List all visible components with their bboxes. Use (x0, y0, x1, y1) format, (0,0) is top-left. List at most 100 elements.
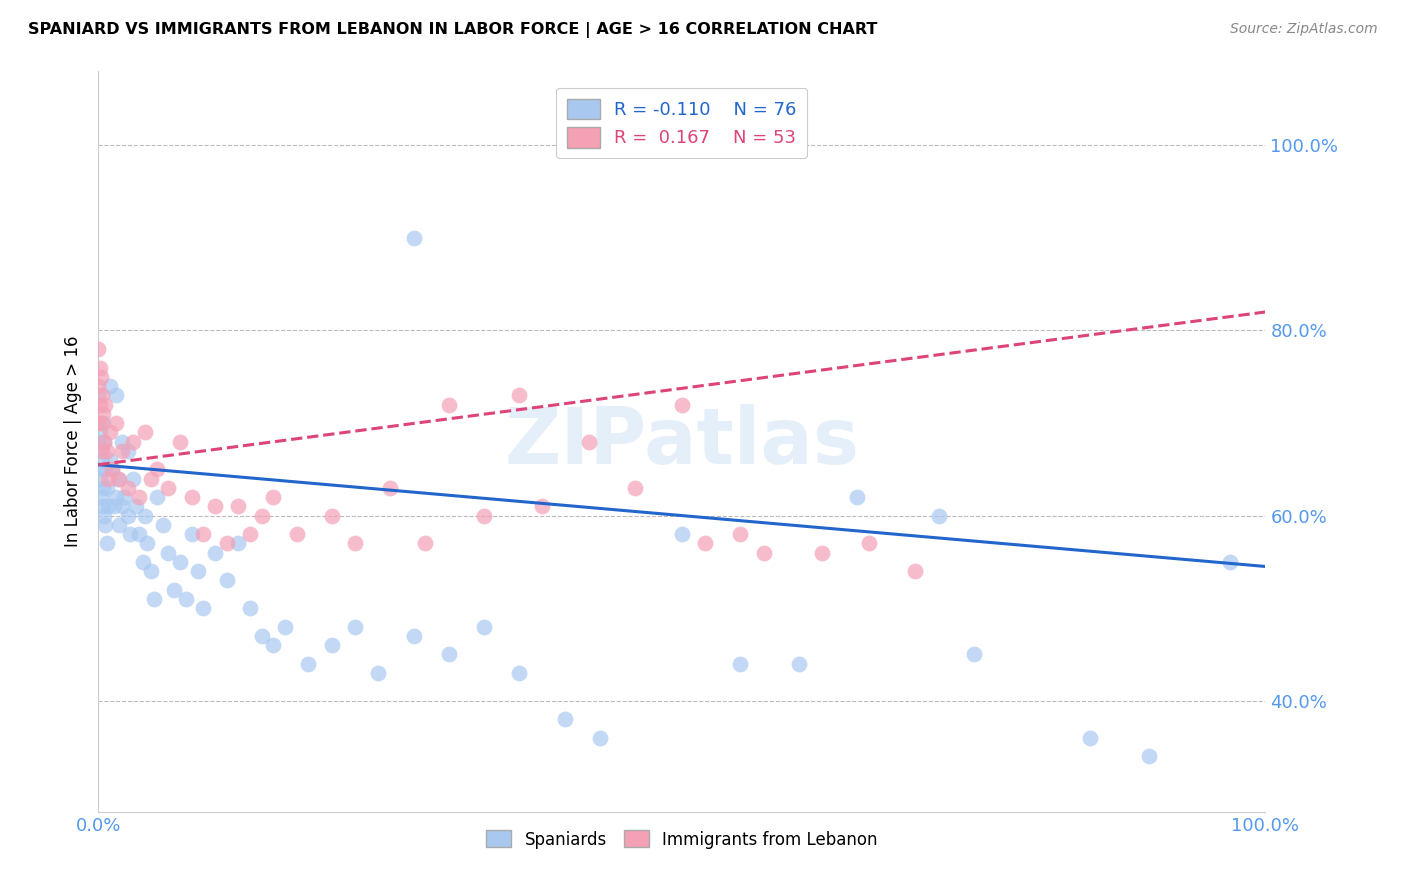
Point (96, 536, 118, 550)
Point (787, 657, 810, 671)
Point (962, 648, 984, 662)
Point (136, 536, 159, 550)
Point (169, 434, 191, 449)
Point (87, 462, 110, 476)
Point (90, 416, 112, 430)
Point (112, 490, 135, 504)
Point (250, 508, 273, 523)
Point (437, 648, 460, 662)
Point (204, 500, 226, 514)
Point (111, 443, 134, 458)
Point (90, 453, 112, 467)
Point (215, 536, 238, 550)
Point (122, 434, 145, 449)
Point (402, 231, 425, 245)
Point (90, 369, 112, 384)
Point (344, 620, 367, 634)
Point (93, 434, 115, 449)
Point (730, 527, 752, 541)
Point (262, 638, 284, 652)
Point (111, 434, 134, 449)
Point (125, 500, 148, 514)
Point (90, 490, 112, 504)
Point (1219, 555, 1241, 569)
Point (98, 379, 121, 393)
Point (87, 416, 110, 430)
Point (730, 657, 752, 671)
Point (589, 731, 612, 745)
Point (163, 582, 186, 597)
Point (101, 462, 124, 476)
Point (695, 536, 717, 550)
Point (193, 601, 215, 615)
Point (117, 481, 139, 495)
Point (101, 462, 124, 476)
Point (93, 434, 115, 449)
Point (108, 517, 131, 532)
Point (94, 462, 117, 476)
Point (367, 665, 389, 680)
Point (578, 434, 600, 449)
Point (87, 434, 110, 449)
Point (96, 481, 118, 495)
Point (93, 508, 115, 523)
Point (508, 388, 530, 402)
Point (228, 536, 250, 550)
Point (91, 416, 114, 430)
Text: SPANIARD VS IMMIGRANTS FROM LEBANON IN LABOR FORCE | AGE > 16 CORRELATION CHART: SPANIARD VS IMMIGRANTS FROM LEBANON IN L… (28, 22, 877, 38)
Point (180, 490, 202, 504)
Point (90, 443, 112, 458)
Point (96, 443, 118, 458)
Point (180, 527, 202, 541)
Point (285, 527, 308, 541)
Point (811, 545, 834, 560)
Point (321, 638, 343, 652)
Point (169, 555, 191, 569)
Point (152, 517, 174, 532)
Point (89, 425, 111, 440)
Point (671, 398, 693, 412)
Point (107, 472, 129, 486)
Point (134, 425, 156, 440)
Point (297, 657, 319, 671)
Point (134, 508, 156, 523)
Point (97, 500, 120, 514)
Point (321, 508, 343, 523)
Point (344, 536, 367, 550)
Point (111, 500, 134, 514)
Point (437, 398, 460, 412)
Point (146, 462, 169, 476)
Point (87, 342, 110, 356)
Point (94, 398, 117, 412)
Point (187, 564, 209, 578)
Point (139, 472, 162, 486)
Point (380, 481, 402, 495)
Point (90, 388, 112, 402)
Point (1080, 731, 1102, 745)
Point (132, 555, 155, 569)
Point (1137, 749, 1160, 764)
Point (239, 601, 262, 615)
Point (472, 620, 495, 634)
Point (122, 472, 145, 486)
Point (671, 527, 693, 541)
Point (89, 472, 111, 486)
Point (143, 591, 166, 606)
Point (239, 527, 262, 541)
Point (274, 620, 297, 634)
Point (624, 481, 647, 495)
Point (89, 360, 111, 375)
Legend: Spaniards, Immigrants from Lebanon: Spaniards, Immigrants from Lebanon (479, 823, 884, 855)
Point (752, 545, 775, 560)
Point (215, 574, 238, 588)
Point (508, 665, 530, 680)
Point (91, 481, 114, 495)
Point (87, 379, 110, 393)
Point (228, 500, 250, 514)
Point (94, 517, 117, 532)
Point (157, 481, 180, 495)
Y-axis label: In Labor Force | Age > 16: In Labor Force | Age > 16 (65, 335, 83, 548)
Point (98, 453, 121, 467)
Point (117, 443, 139, 458)
Point (530, 500, 553, 514)
